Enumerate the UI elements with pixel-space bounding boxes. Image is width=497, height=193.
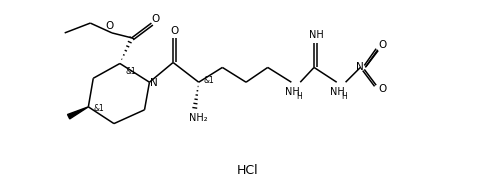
Text: N: N — [356, 62, 364, 72]
Text: NH: NH — [331, 87, 345, 97]
Text: O: O — [170, 26, 178, 36]
Text: NH: NH — [285, 87, 300, 97]
Text: NH₂: NH₂ — [189, 113, 208, 123]
Text: NH: NH — [309, 30, 324, 40]
Text: O: O — [378, 84, 386, 94]
Text: O: O — [151, 14, 160, 24]
Polygon shape — [68, 107, 88, 119]
Text: N: N — [151, 78, 158, 88]
Text: &1: &1 — [203, 76, 214, 85]
Text: H: H — [342, 91, 347, 101]
Text: H: H — [296, 91, 302, 101]
Text: O: O — [105, 21, 113, 31]
Text: &1: &1 — [94, 104, 104, 113]
Text: O: O — [378, 40, 386, 50]
Text: &1: &1 — [125, 67, 136, 76]
Text: HCl: HCl — [237, 164, 259, 177]
